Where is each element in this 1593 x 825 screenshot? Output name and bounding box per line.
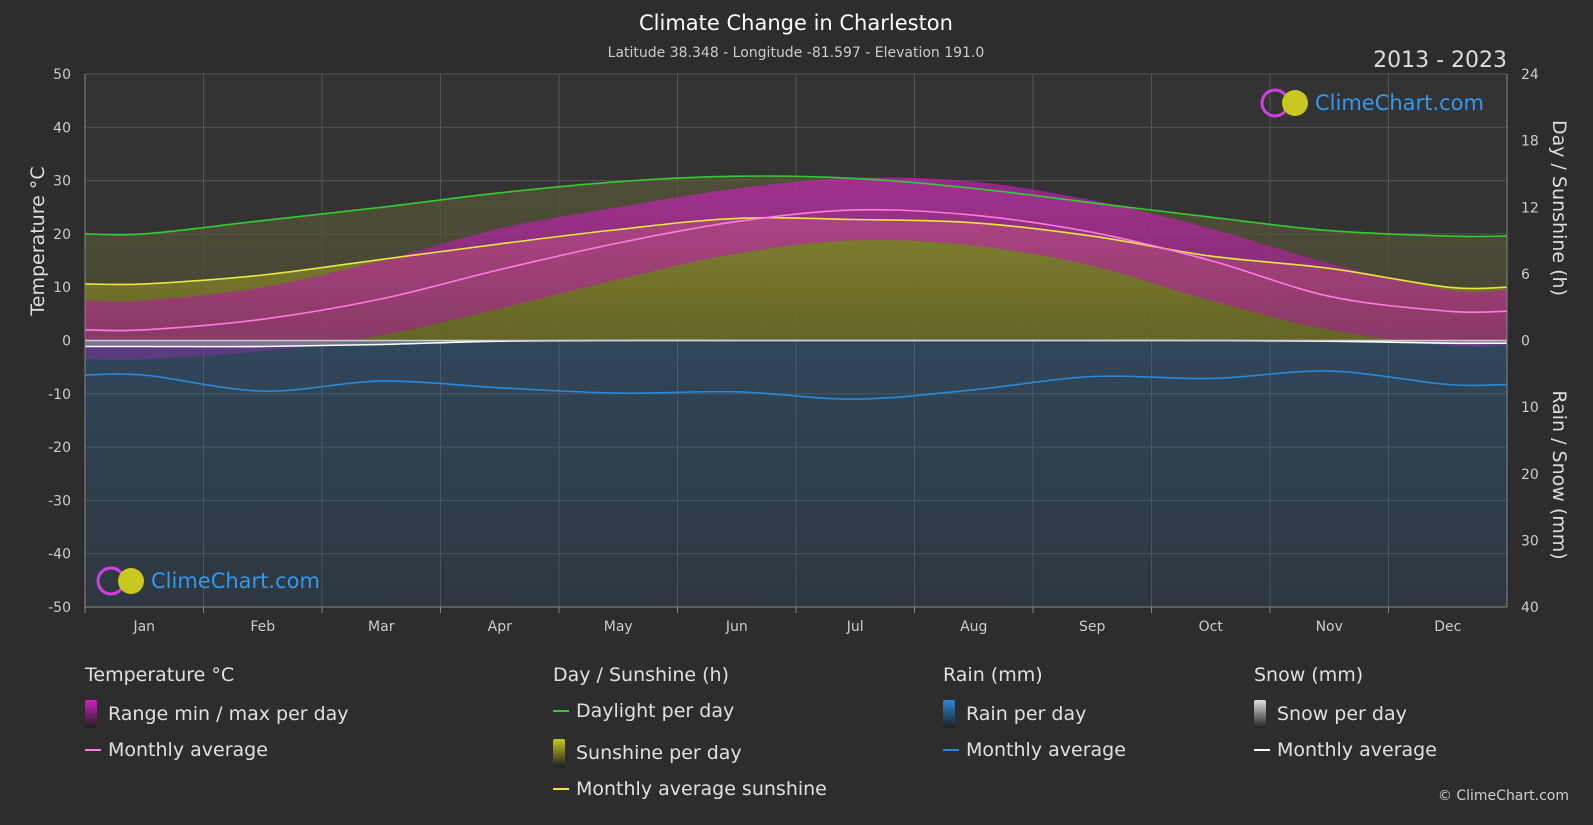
left-tick-label: -10	[48, 387, 71, 403]
x-tick-label: Jul	[846, 619, 864, 635]
data-lines	[84, 175, 1508, 400]
legend-label: Rain per day	[966, 703, 1087, 725]
left-tick-label: 40	[53, 120, 71, 136]
x-tick-label: Jun	[725, 619, 748, 635]
temperature-range-area	[85, 177, 1507, 360]
legend-label: Sunshine per day	[576, 742, 742, 764]
x-tick-label: Nov	[1316, 619, 1343, 635]
left-tick-label: -30	[48, 493, 71, 509]
rain-avg-line	[84, 370, 1508, 400]
legend-item: Monthly average	[943, 739, 1126, 761]
legend-item: Rain per day	[943, 700, 1086, 728]
right-top-axis-label: Day / Sunshine (h)	[1548, 120, 1570, 296]
daylight-line	[84, 175, 1508, 238]
left-tick-label: 30	[53, 174, 71, 190]
x-tick-label: May	[604, 619, 633, 635]
legend-label: Monthly average sunshine	[576, 778, 827, 800]
x-tick-label: Feb	[250, 619, 275, 635]
legend-item: Snow per day	[1254, 700, 1407, 728]
logo-globe-icon	[118, 568, 144, 594]
brand-logo-bottom[interactable]: ClimeChart.com	[96, 566, 320, 596]
legend-item: Monthly average sunshine	[553, 778, 827, 800]
x-tick-label: Apr	[488, 619, 512, 635]
temperature-avg-line	[84, 208, 1508, 332]
right-top-tick-label: 0	[1521, 334, 1530, 350]
legend-group-title: Rain (mm)	[943, 664, 1043, 686]
brand-label-bottom: ClimeChart.com	[151, 569, 320, 593]
right-top-tick-label: 12	[1521, 200, 1539, 216]
sunshine-avg-line	[84, 216, 1508, 290]
legend-swatch	[1254, 749, 1270, 751]
right-bottom-tick-label: 10	[1521, 400, 1539, 416]
left-tick-label: 10	[53, 280, 71, 296]
copyright: © ClimeChart.com	[1437, 788, 1569, 804]
x-tick-label: Aug	[960, 619, 987, 635]
rain-area	[85, 340, 1507, 607]
right-bottom-axis-label: Rain / Snow (mm)	[1548, 390, 1570, 559]
left-tick-label: -50	[48, 600, 71, 616]
right-top-tick-label: 18	[1521, 134, 1539, 150]
legend-group-title: Day / Sunshine (h)	[553, 664, 730, 686]
legend-label: Snow per day	[1277, 703, 1407, 725]
legend-swatch	[943, 749, 959, 751]
right-bottom-tick-label: 40	[1521, 600, 1539, 616]
right-top-tick-label: 6	[1521, 267, 1530, 283]
legend-swatch	[85, 700, 97, 728]
legend-item: Monthly average	[85, 739, 268, 761]
legend-swatch	[553, 788, 569, 790]
legend-label: Monthly average	[966, 739, 1126, 761]
left-tick-label: 50	[53, 67, 71, 83]
left-tick-label: 0	[62, 334, 71, 350]
legend-item: Sunshine per day	[553, 739, 742, 767]
legend-swatch	[1254, 700, 1266, 728]
logo-globe-icon	[1282, 90, 1308, 116]
chart-subtitle: Latitude 38.348 - Longitude -81.597 - El…	[608, 45, 985, 61]
brand-label-top: ClimeChart.com	[1315, 91, 1484, 115]
x-tick-label: Dec	[1434, 619, 1461, 635]
legend-group-title: Snow (mm)	[1254, 664, 1364, 686]
legend-swatch	[553, 710, 569, 712]
left-tick-label: -40	[48, 547, 71, 563]
legend-label: Monthly average	[108, 739, 268, 761]
left-tick-label: 20	[53, 227, 71, 243]
brand-logo-top[interactable]: ClimeChart.com	[1260, 88, 1484, 118]
right-bottom-tick-label: 30	[1521, 533, 1539, 549]
legend-swatch	[553, 739, 565, 767]
legend-item: Daylight per day	[553, 700, 734, 722]
legend-label: Range min / max per day	[108, 703, 349, 725]
data-areas	[85, 177, 1507, 607]
x-tick-label: Jan	[132, 619, 155, 635]
legend-label: Daylight per day	[576, 700, 735, 722]
legend-swatch	[85, 749, 101, 751]
legend-item: Range min / max per day	[85, 700, 349, 728]
x-tick-label: Mar	[368, 619, 395, 635]
legend-label: Monthly average	[1277, 739, 1437, 761]
legend-swatch	[943, 700, 955, 728]
left-tick-label: -20	[48, 440, 71, 456]
left-axis-label: Temperature °C	[27, 166, 49, 316]
axes: 50 40 30 20 10 0 -10 -20 -30 -40 -50 24 18 12 6 0 10 20 30…	[48, 67, 1539, 635]
x-tick-label: Oct	[1199, 619, 1224, 635]
right-bottom-tick-label: 20	[1521, 467, 1539, 483]
x-tick-label: Sep	[1079, 619, 1106, 635]
right-top-tick-label: 24	[1521, 67, 1539, 83]
chart-title: Climate Change in Charleston	[639, 11, 953, 35]
legend-group-title: Temperature °C	[85, 664, 235, 686]
legend-item: Monthly average	[1254, 739, 1437, 761]
period-label: 2013 - 2023	[1373, 48, 1507, 73]
